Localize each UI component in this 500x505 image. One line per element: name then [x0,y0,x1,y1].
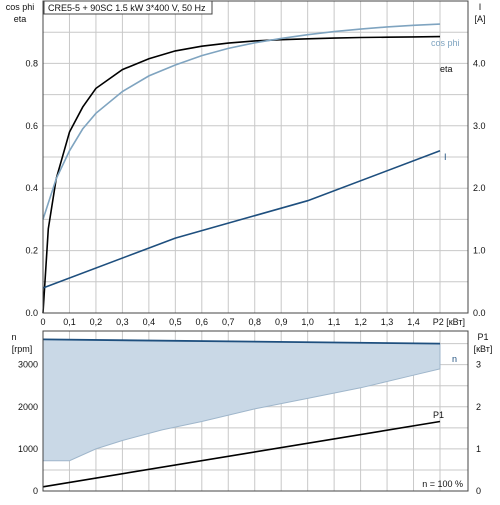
bottom-left-axis-label-rpm: [rpm] [12,344,33,354]
bottom-left-tick-label: 1000 [18,444,38,454]
top-right-tick-label: 2.0 [473,183,486,193]
speed-range-area [43,339,440,461]
title-box [43,0,213,15]
bottom-right-axis-label-p1: P1 [477,332,488,342]
bottom-plot-frame [42,330,469,492]
series-label-speed: n [452,354,457,364]
x-tick-label: 0,3 [116,317,129,327]
bottom-left-axis-ticks: 0 1000 2000 3000 [18,360,38,496]
top-grid [43,0,468,313]
bottom-left-tick-label: 3000 [18,360,38,370]
bottom-left-axis-label-n: n [11,332,16,342]
top-plot-frame [42,0,469,314]
x-tick-label: 0,5 [169,317,182,327]
x-tick-label: 0,4 [143,317,156,327]
bottom-series [42,338,441,488]
x-tick-label: 0,7 [222,317,235,327]
x-tick-label: 1,0 [301,317,314,327]
left-axis-label-cosphi: cos phi [6,2,35,12]
bottom-right-tick-label: 2 [476,402,481,412]
x-tick-label: 0,1 [63,317,76,327]
top-right-tick-label: 1.0 [473,246,486,256]
p1-curve [42,420,441,488]
x-tick-label: 0,9 [275,317,288,327]
x-tick-label: 1,3 [381,317,394,327]
top-left-tick-label: 0.0 [25,308,38,318]
right-axis-label-current-unit: [A] [474,14,485,24]
x-axis-ticks: 0 0,1 0,2 0,3 0,4 0,5 0,6 0,7 0,8 0,9 1,0 1,1 1,2 1,3… [40,317,419,327]
top-left-axis-ticks: 0.0 0.2 0.4 0.6 0.8 [25,58,38,318]
x-tick-label: 0,2 [90,317,103,327]
x-tick-label: 1,1 [328,317,341,327]
top-right-tick-label: 0.0 [473,308,486,318]
footer-note: n = 100 % [422,479,463,489]
top-left-tick-label: 0.8 [25,58,38,68]
cosphi-curve [42,23,441,220]
bottom-right-axis-ticks: 0 1 2 3 [476,360,481,496]
x-tick-label: 1,2 [354,317,367,327]
series-label-p1: P1 [433,410,444,420]
x-tick-label: 0 [40,317,45,327]
top-series [42,23,441,314]
speed-min-curve [43,368,441,462]
chart-title: CRE5-5 + 90SC 1.5 kW 3*400 V, 50 Hz [48,3,206,13]
top-right-tick-label: 3.0 [473,121,486,131]
right-axis-label-current: I [479,2,482,12]
bottom-left-tick-label: 2000 [18,402,38,412]
current-curve [42,150,441,289]
eta-curve [42,35,441,314]
bottom-right-tick-label: 1 [476,444,481,454]
x-axis-unit-label: P2 [кВт] [433,317,465,327]
series-label-eta: eta [440,64,453,74]
top-left-tick-label: 0.2 [25,246,38,256]
top-left-tick-label: 0.6 [25,121,38,131]
bottom-left-tick-label: 0 [33,486,38,496]
bottom-right-axis-label-p1-unit: [кВт] [474,344,493,354]
top-panel: 0.00.20.40.60.8 0.01.02.03.04.0 0 0,1 0,2 0… [6,0,486,327]
top-right-axis-ticks: 0.0 1.0 2.0 3.0 4.0 [473,58,486,318]
x-tick-label: 1,4 [407,317,420,327]
bottom-panel: 0 1000 2000 3000 0 1 2 3 n [rpm] P1 [кВт] n P1… [11,330,493,496]
x-tick-label: 0,6 [196,317,209,327]
top-right-tick-label: 4.0 [473,58,486,68]
left-axis-label-eta: eta [14,14,27,24]
x-tick-label: 0,8 [248,317,261,327]
bottom-right-tick-label: 3 [476,360,481,370]
bottom-right-tick-label: 0 [476,486,481,496]
speed-max-curve [42,338,441,345]
top-left-tick-label: 0.4 [25,183,38,193]
series-label-cosphi: cos phi [431,38,460,48]
series-label-current: I [444,152,447,162]
